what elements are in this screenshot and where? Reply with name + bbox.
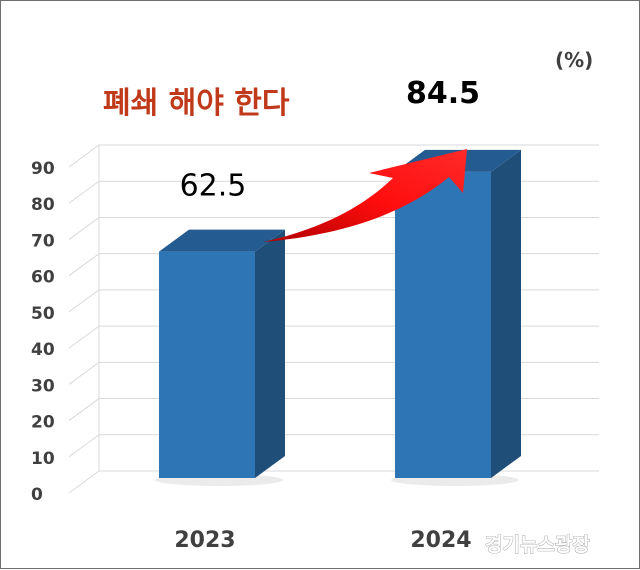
y-tick-label: 0 bbox=[31, 485, 43, 505]
y-tick-label: 80 bbox=[31, 195, 55, 215]
grid-line bbox=[68, 470, 599, 494]
y-tick-label: 70 bbox=[31, 231, 55, 251]
unit-label: (%) bbox=[555, 48, 593, 72]
bar-side bbox=[255, 229, 285, 478]
y-tick-label: 50 bbox=[31, 304, 55, 324]
y-tick-label: 20 bbox=[31, 413, 55, 433]
data-label-2023: 62.5 bbox=[180, 169, 247, 204]
y-tick-label: 90 bbox=[31, 159, 55, 179]
y-tick-label: 40 bbox=[31, 340, 55, 360]
bars bbox=[155, 149, 521, 486]
y-tick-label: 60 bbox=[31, 268, 55, 288]
trend-arrow-shape bbox=[263, 149, 467, 242]
bar-top bbox=[159, 229, 285, 252]
bar-front bbox=[395, 171, 491, 478]
watermark: 경기뉴스광장 bbox=[485, 534, 590, 556]
grid-lines bbox=[68, 144, 599, 494]
chart-title: 폐쇄 해야 한다 bbox=[103, 86, 290, 121]
bar-2024 bbox=[391, 149, 521, 486]
y-tick-label: 10 bbox=[31, 449, 55, 469]
data-label-2024: 84.5 bbox=[406, 76, 480, 111]
x-tick-label-2023: 2023 bbox=[174, 528, 235, 553]
y-axis-ticks: 0 10 20 30 40 50 60 70 80 90 bbox=[31, 159, 55, 505]
x-tick-label-2024: 2024 bbox=[410, 528, 471, 553]
trend-arrow bbox=[263, 149, 467, 242]
bar-front bbox=[159, 251, 255, 478]
bar-side bbox=[491, 149, 521, 478]
labels: 폐쇄 해야 한다 (%) 62.5 84.5 2023 2024 경기뉴스광장 bbox=[103, 48, 593, 556]
y-tick-label: 30 bbox=[31, 376, 55, 396]
bar-2023 bbox=[155, 229, 285, 486]
